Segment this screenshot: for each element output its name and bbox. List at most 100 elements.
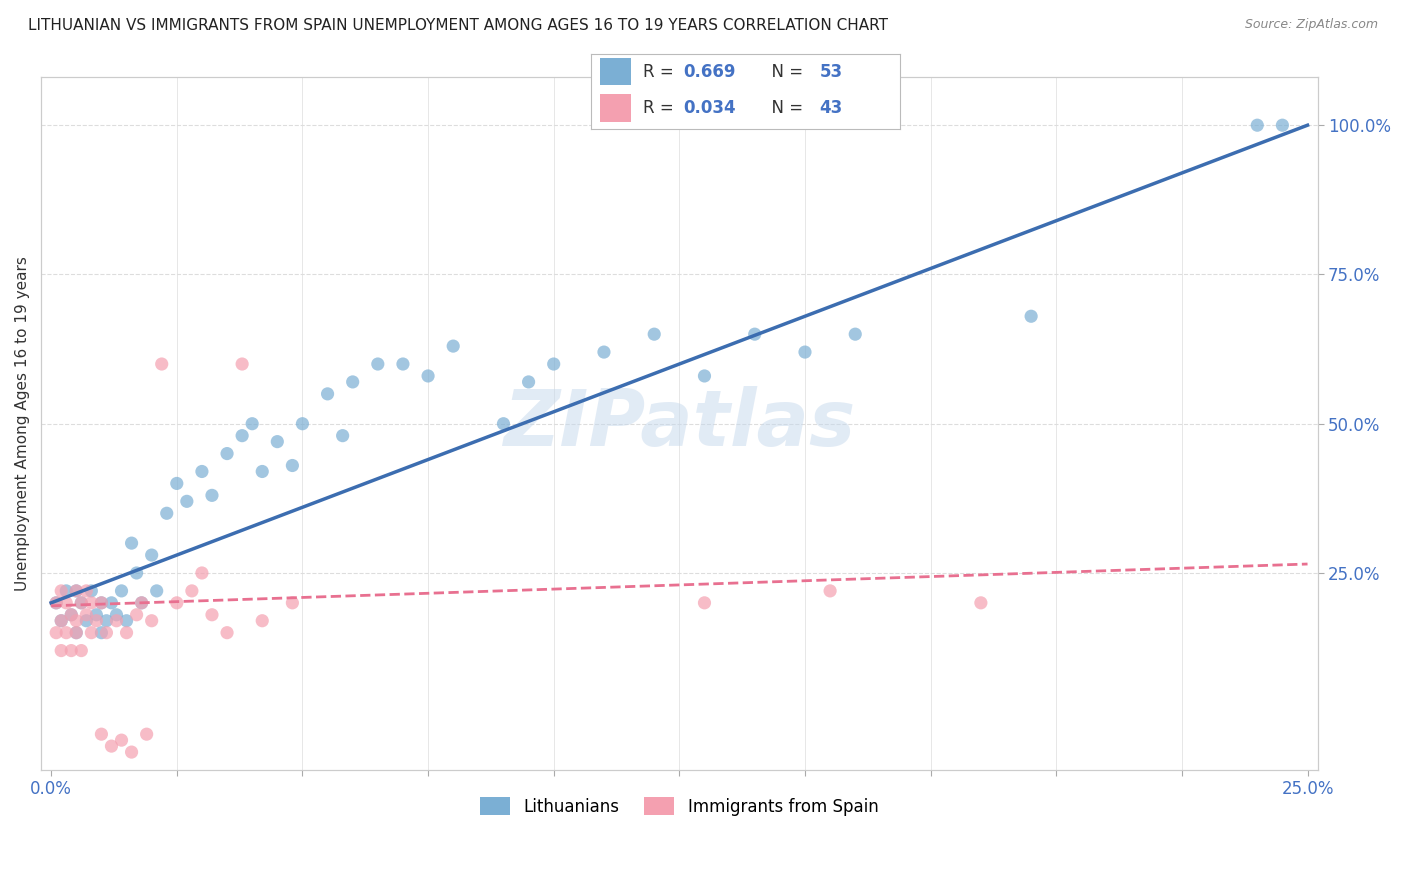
Point xyxy=(115,614,138,628)
Point xyxy=(231,357,253,371)
Text: N =: N = xyxy=(761,99,808,117)
Point xyxy=(693,368,716,383)
Point xyxy=(240,417,263,431)
Point xyxy=(65,625,87,640)
Point xyxy=(70,643,93,657)
Point xyxy=(818,583,841,598)
Point xyxy=(96,614,118,628)
Point xyxy=(100,739,122,753)
Point xyxy=(65,583,87,598)
Text: 0.034: 0.034 xyxy=(683,99,735,117)
Point xyxy=(65,614,87,628)
Point xyxy=(70,596,93,610)
Point xyxy=(90,625,112,640)
Point xyxy=(693,596,716,610)
Text: LITHUANIAN VS IMMIGRANTS FROM SPAIN UNEMPLOYMENT AMONG AGES 16 TO 19 YEARS CORRE: LITHUANIAN VS IMMIGRANTS FROM SPAIN UNEM… xyxy=(28,18,889,33)
Point xyxy=(176,494,198,508)
Legend: Lithuanians, Immigrants from Spain: Lithuanians, Immigrants from Spain xyxy=(472,789,887,824)
Point xyxy=(110,583,132,598)
Point xyxy=(131,596,153,610)
Point xyxy=(60,607,83,622)
Point xyxy=(166,476,188,491)
Point xyxy=(281,458,304,473)
Text: R =: R = xyxy=(643,99,679,117)
Point xyxy=(90,596,112,610)
Point xyxy=(55,583,77,598)
Point xyxy=(215,625,238,640)
Text: 53: 53 xyxy=(820,62,842,80)
Y-axis label: Unemployment Among Ages 16 to 19 years: Unemployment Among Ages 16 to 19 years xyxy=(15,256,30,591)
Point xyxy=(252,465,274,479)
Point xyxy=(291,417,314,431)
Point xyxy=(51,583,73,598)
Point xyxy=(86,614,108,628)
Point xyxy=(121,745,143,759)
Point xyxy=(65,583,87,598)
Point xyxy=(191,566,214,580)
Point xyxy=(75,607,97,622)
Point xyxy=(145,583,167,598)
Point xyxy=(543,357,565,371)
Point xyxy=(441,339,464,353)
Point xyxy=(51,614,73,628)
Point xyxy=(115,625,138,640)
Text: N =: N = xyxy=(761,62,808,80)
Point xyxy=(80,596,103,610)
Point xyxy=(80,583,103,598)
Point xyxy=(1246,118,1268,132)
Point xyxy=(80,625,103,640)
Point xyxy=(492,417,515,431)
Point xyxy=(75,583,97,598)
Point xyxy=(105,614,128,628)
Point xyxy=(180,583,202,598)
Point xyxy=(1019,310,1042,324)
Point xyxy=(643,327,665,342)
Point xyxy=(166,596,188,610)
Point xyxy=(45,625,67,640)
Point xyxy=(131,596,153,610)
Point xyxy=(416,368,439,383)
Point xyxy=(744,327,766,342)
Point xyxy=(125,566,148,580)
Point xyxy=(60,643,83,657)
Point xyxy=(593,345,616,359)
Point xyxy=(96,625,118,640)
Point xyxy=(60,607,83,622)
Bar xyxy=(600,95,631,122)
Point xyxy=(90,727,112,741)
Point xyxy=(191,465,214,479)
Point xyxy=(51,614,73,628)
Point xyxy=(110,733,132,747)
Point xyxy=(90,596,112,610)
Point xyxy=(316,387,339,401)
Point xyxy=(517,375,540,389)
Point xyxy=(86,607,108,622)
Point xyxy=(342,375,364,389)
Point xyxy=(45,596,67,610)
Point xyxy=(215,446,238,460)
Point xyxy=(75,614,97,628)
Text: Source: ZipAtlas.com: Source: ZipAtlas.com xyxy=(1244,18,1378,31)
Point xyxy=(367,357,389,371)
Point xyxy=(156,506,179,520)
Point xyxy=(1271,118,1294,132)
Point xyxy=(105,607,128,622)
Point xyxy=(231,428,253,442)
Point xyxy=(141,614,163,628)
Point xyxy=(141,548,163,562)
Point xyxy=(45,596,67,610)
Point xyxy=(392,357,415,371)
Bar xyxy=(600,58,631,86)
Point xyxy=(55,625,77,640)
Point xyxy=(70,596,93,610)
Point xyxy=(121,536,143,550)
Text: 43: 43 xyxy=(820,99,842,117)
Point xyxy=(125,607,148,622)
Point xyxy=(281,596,304,610)
Point xyxy=(100,596,122,610)
Point xyxy=(201,607,224,622)
Point xyxy=(65,625,87,640)
Point xyxy=(970,596,993,610)
Point xyxy=(794,345,817,359)
Point xyxy=(55,596,77,610)
